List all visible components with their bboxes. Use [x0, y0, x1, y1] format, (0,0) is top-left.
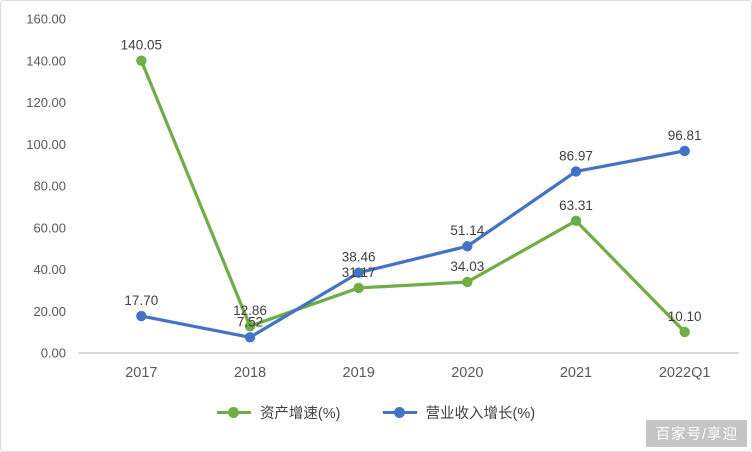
data-point-1	[679, 145, 690, 157]
data-point-1	[570, 166, 582, 177]
data-label-1: 96.81	[668, 128, 702, 143]
line-chart-plot: 0.00 20.00 40.00 60.00 80.00 100.00 120.00 140.…	[26, 12, 739, 381]
data-label-0: 31.17	[342, 265, 376, 280]
data-point-0	[679, 326, 690, 338]
y-axis-tick-label: 60.00	[33, 220, 66, 235]
legend-dot-green	[227, 407, 239, 418]
legend-dot-blue	[393, 407, 405, 418]
chart-legend: 资产增速(%) 营业收入增长(%)	[1, 402, 751, 423]
data-label-0: 12.86	[233, 303, 267, 318]
legend-label-revenue-growth: 营业收入增长(%)	[425, 406, 536, 422]
data-label-0: 10.10	[668, 309, 702, 324]
x-axis-category-label: 2022Q1	[659, 365, 711, 381]
data-label-0: 140.05	[121, 38, 162, 53]
legend-item-asset-growth: 资产增速(%)	[216, 402, 341, 423]
y-axis-tick-label: 120.00	[26, 95, 66, 110]
data-point-1	[244, 332, 256, 343]
data-label-1: 38.46	[342, 250, 376, 265]
y-axis-tick-label: 40.00	[33, 262, 66, 277]
y-axis-tick-label: 100.00	[26, 137, 66, 152]
x-axis-category-label: 2020	[451, 365, 483, 381]
legend-marker-green-icon	[216, 407, 251, 418]
data-point-0	[353, 282, 364, 294]
y-axis-tick-label: 0.00	[41, 346, 66, 361]
x-axis-category-label: 2019	[343, 365, 375, 381]
legend-item-revenue-growth: 营业收入增长(%)	[382, 402, 536, 423]
y-axis-tick-label: 140.00	[26, 53, 66, 68]
data-label-1: 7.52	[237, 314, 263, 329]
series-line-1	[139, 149, 687, 339]
data-point-0	[570, 215, 582, 227]
x-axis-category-label: 2017	[125, 365, 157, 381]
data-label-1: 51.14	[450, 223, 484, 238]
data-label-0: 63.31	[559, 198, 593, 213]
data-point-1	[136, 310, 147, 322]
data-label-1: 17.70	[124, 293, 158, 308]
data-point-0	[462, 276, 473, 288]
data-point-1	[462, 241, 473, 252]
y-axis-tick-label: 20.00	[33, 304, 66, 319]
y-axis-tick-label: 80.00	[33, 179, 66, 194]
series-line-0	[139, 59, 687, 334]
x-axis-category-label: 2021	[560, 365, 592, 381]
data-point-0	[136, 55, 147, 66]
data-label-1: 86.97	[559, 148, 593, 163]
data-point-1	[353, 267, 364, 278]
x-axis-category-label: 2018	[234, 365, 266, 381]
legend-marker-blue-icon	[382, 407, 417, 418]
watermark-text: 百家号/享迎	[646, 420, 747, 447]
data-point-0	[244, 320, 256, 332]
y-axis-tick-label: 160.00	[26, 12, 66, 27]
data-label-0: 34.03	[450, 259, 484, 274]
legend-label-asset-growth: 资产增速(%)	[259, 406, 341, 422]
